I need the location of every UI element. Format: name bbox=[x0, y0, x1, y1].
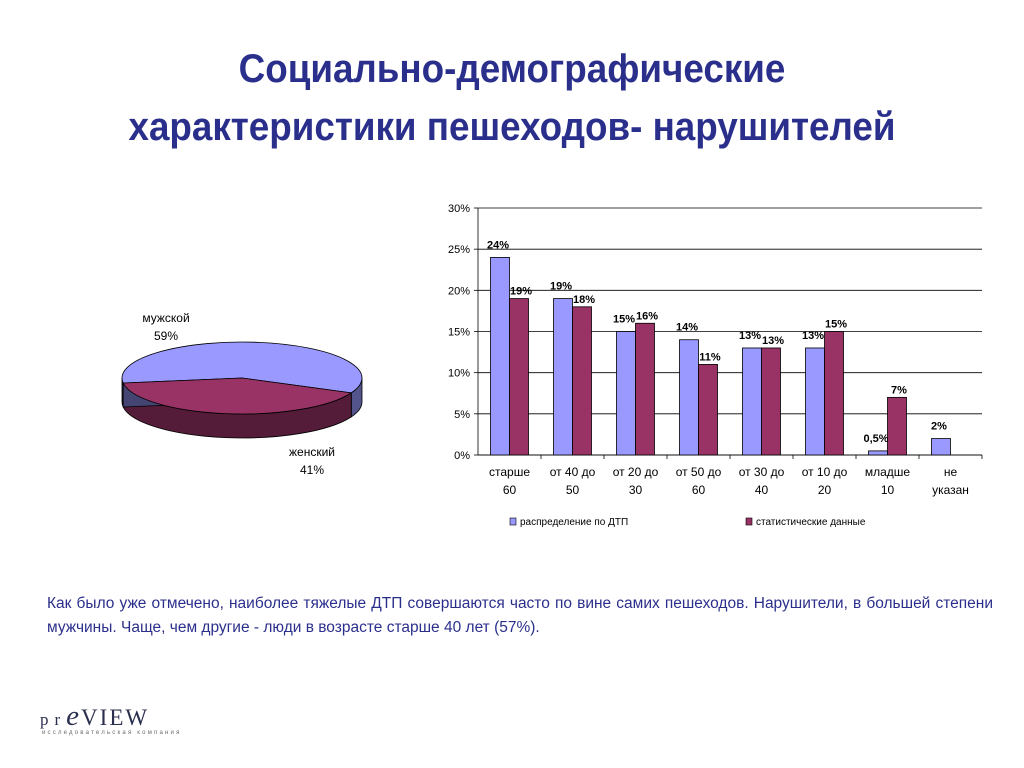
data-label-1-6: 7% bbox=[891, 384, 907, 396]
logo-subtitle: исследовательская компания bbox=[42, 730, 182, 736]
legend-swatch-1 bbox=[745, 517, 753, 526]
bar-0-0 bbox=[490, 257, 510, 456]
logo-letter-p: p bbox=[40, 710, 55, 729]
y-tick-label: 30% bbox=[448, 203, 470, 215]
category-label: 60 bbox=[503, 483, 517, 497]
bar-0-3 bbox=[679, 339, 699, 456]
category-label: старше bbox=[489, 465, 530, 479]
pie-slice-женский bbox=[122, 377, 353, 415]
category-label: 50 bbox=[566, 483, 580, 497]
data-label-0-6: 0,5% bbox=[863, 433, 888, 445]
bar-1-1 bbox=[572, 306, 592, 456]
legend-swatch-0 bbox=[509, 517, 517, 526]
legend-label-1: статистические данные bbox=[756, 517, 866, 528]
logo-word-view: VIEW bbox=[81, 705, 150, 730]
category-label: от 20 до bbox=[613, 465, 659, 479]
category-label: 30 bbox=[629, 483, 643, 497]
title-line-2: характеристики пешеходов- нарушителей bbox=[128, 105, 896, 149]
bar-1-0 bbox=[509, 298, 529, 456]
category-label: указан bbox=[932, 483, 969, 497]
legend-label-0: распределение по ДТП bbox=[520, 517, 628, 528]
logo-letter-e: e bbox=[66, 700, 82, 732]
data-label-0-1: 19% bbox=[550, 281, 572, 293]
category-label: не bbox=[944, 465, 958, 479]
data-label-0-7: 2% bbox=[931, 421, 947, 433]
data-label-0-5: 13% bbox=[802, 330, 824, 342]
bar-0-1 bbox=[553, 298, 573, 456]
category-label: от 10 до bbox=[802, 465, 848, 479]
logo-letter-r: r bbox=[54, 710, 67, 729]
data-label-1-5: 15% bbox=[825, 319, 847, 331]
bar-0-5 bbox=[805, 347, 825, 456]
data-label-1-4: 13% bbox=[762, 335, 784, 347]
data-label-0-0: 24% bbox=[487, 239, 509, 251]
y-tick-label: 15% bbox=[448, 327, 470, 339]
category-label: от 30 до bbox=[739, 465, 785, 479]
data-label-1-1: 18% bbox=[573, 294, 595, 306]
y-tick-label: 5% bbox=[454, 409, 470, 421]
logo-wordmark: preVIEW bbox=[40, 700, 149, 733]
bar-1-2 bbox=[635, 322, 655, 456]
data-label-1-0: 19% bbox=[510, 286, 532, 298]
y-tick-label: 10% bbox=[448, 368, 470, 380]
pie-label-0: мужской bbox=[142, 311, 189, 325]
category-label: 60 bbox=[692, 483, 706, 497]
category-label: младше bbox=[865, 465, 911, 479]
bar-0-6 bbox=[868, 450, 888, 456]
category-label: от 40 до bbox=[550, 465, 596, 479]
category-label: от 50 до bbox=[676, 465, 722, 479]
data-label-0-4: 13% bbox=[739, 330, 761, 342]
bar-0-2 bbox=[616, 331, 636, 456]
pie-value-1: 41% bbox=[300, 463, 324, 477]
data-label-0-3: 14% bbox=[676, 322, 698, 334]
y-tick-label: 0% bbox=[454, 450, 470, 462]
gender-pie-chart: мужской 59% женский 41% bbox=[121, 311, 363, 477]
bar-0-7 bbox=[931, 438, 951, 456]
body-text: Как было уже отмечено, наиболее тяжелые … bbox=[47, 595, 993, 636]
age-bar-chart: 0%5%10%15%20%25%30%24%19%старше6019%18%о… bbox=[448, 203, 983, 528]
category-label: 20 bbox=[818, 483, 832, 497]
data-label-1-3: 11% bbox=[699, 351, 721, 363]
y-tick-label: 20% bbox=[448, 285, 470, 297]
bar-0-4 bbox=[742, 347, 762, 456]
bar-1-5 bbox=[824, 331, 844, 456]
data-label-0-2: 15% bbox=[613, 314, 635, 326]
data-label-1-2: 16% bbox=[636, 310, 658, 322]
company-logo: preVIEW исследовательская компания bbox=[40, 700, 190, 745]
category-label: 10 bbox=[881, 483, 895, 497]
pie-label-1: женский bbox=[289, 445, 335, 459]
bar-1-4 bbox=[761, 347, 781, 456]
bar-1-6 bbox=[887, 396, 907, 456]
slide-title: Социально-демографические характеристики… bbox=[41, 40, 983, 156]
title-line-1: Социально-демографические bbox=[238, 47, 786, 91]
y-tick-label: 25% bbox=[448, 244, 470, 256]
bar-1-3 bbox=[698, 364, 718, 456]
category-label: 40 bbox=[755, 483, 769, 497]
pie-value-0: 59% bbox=[154, 329, 178, 343]
